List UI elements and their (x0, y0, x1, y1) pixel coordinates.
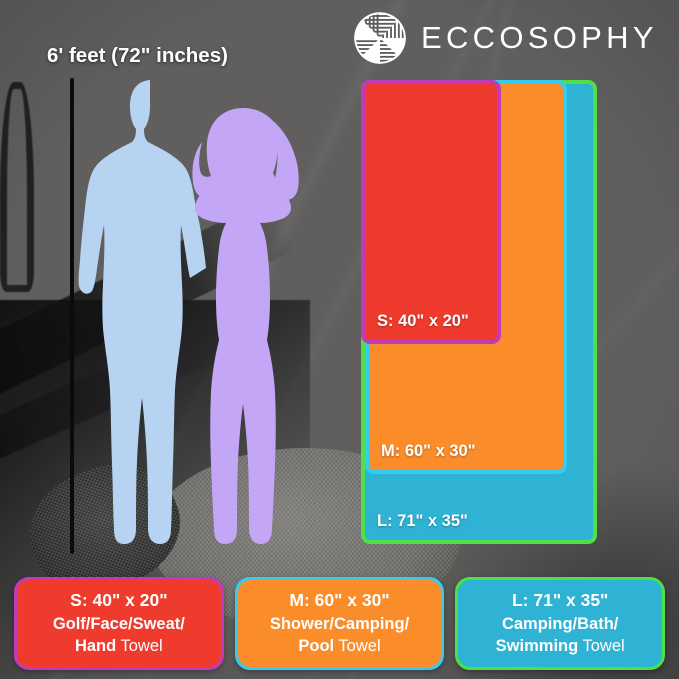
legend-card-medium-use-bold: Pool (298, 636, 335, 655)
legend-card-small[interactable]: S: 40" x 20" Golf/Face/Sweat/ Hand Towel (14, 576, 224, 670)
legend-card-large-use: Camping/Bath/ Swimming Towel (464, 614, 656, 657)
measuring-line (70, 78, 74, 554)
legend-card-large-use-line1: Camping/Bath/ (501, 615, 619, 634)
background-bag-strap (0, 82, 34, 292)
brand-header: ECCOSOPHY (352, 10, 658, 66)
towel-rect-large-label: L: 71" x 35" (377, 512, 468, 530)
legend-card-small-use: Golf/Face/Sweat/ Hand Towel (23, 614, 215, 657)
eccosophy-circle-x-logo-icon (354, 12, 406, 64)
legend-card-small-use-line1: Golf/Face/Sweat/ (52, 615, 185, 634)
male-silhouette (78, 80, 206, 544)
legend-card-large-use-bold: Swimming (495, 636, 579, 655)
legend-card-large-size: L: 71" x 35" (511, 589, 609, 610)
brand-name: ECCOSOPHY (421, 20, 658, 55)
legend-card-large[interactable]: L: 71" x 35" Camping/Bath/ Swimming Towe… (455, 576, 666, 670)
towel-rect-small[interactable]: S: 40" x 20" (361, 80, 501, 344)
legend-card-small-use-tail: Towel (116, 636, 163, 655)
legend-card-small-size: S: 40" x 20" (70, 589, 168, 610)
human-silhouettes (76, 72, 326, 556)
towel-size-diagram: L: 71" x 35" M: 60" x 30" S: 40" x 20" (355, 76, 605, 551)
towel-rect-medium-label: M: 60" x 30" (381, 442, 476, 460)
legend-card-medium-size: M: 60" x 30" (289, 589, 390, 610)
legend-card-medium-use: Shower/Camping/ Pool Towel (244, 614, 436, 657)
female-silhouette (192, 108, 299, 544)
legend-card-large-use-tail: Towel (578, 636, 625, 655)
legend-card-small-use-bold: Hand (74, 636, 117, 655)
legend-card-medium-use-tail: Towel (334, 636, 381, 655)
towel-rect-small-label: S: 40" x 20" (377, 312, 469, 330)
legend-card-medium[interactable]: M: 60" x 30" Shower/Camping/ Pool Towel (234, 576, 445, 670)
height-caption: 6' feet (72" inches) (47, 44, 228, 67)
legend-row: S: 40" x 20" Golf/Face/Sweat/ Hand Towel… (14, 576, 666, 670)
legend-card-medium-use-line1: Shower/Camping/ (269, 615, 410, 634)
